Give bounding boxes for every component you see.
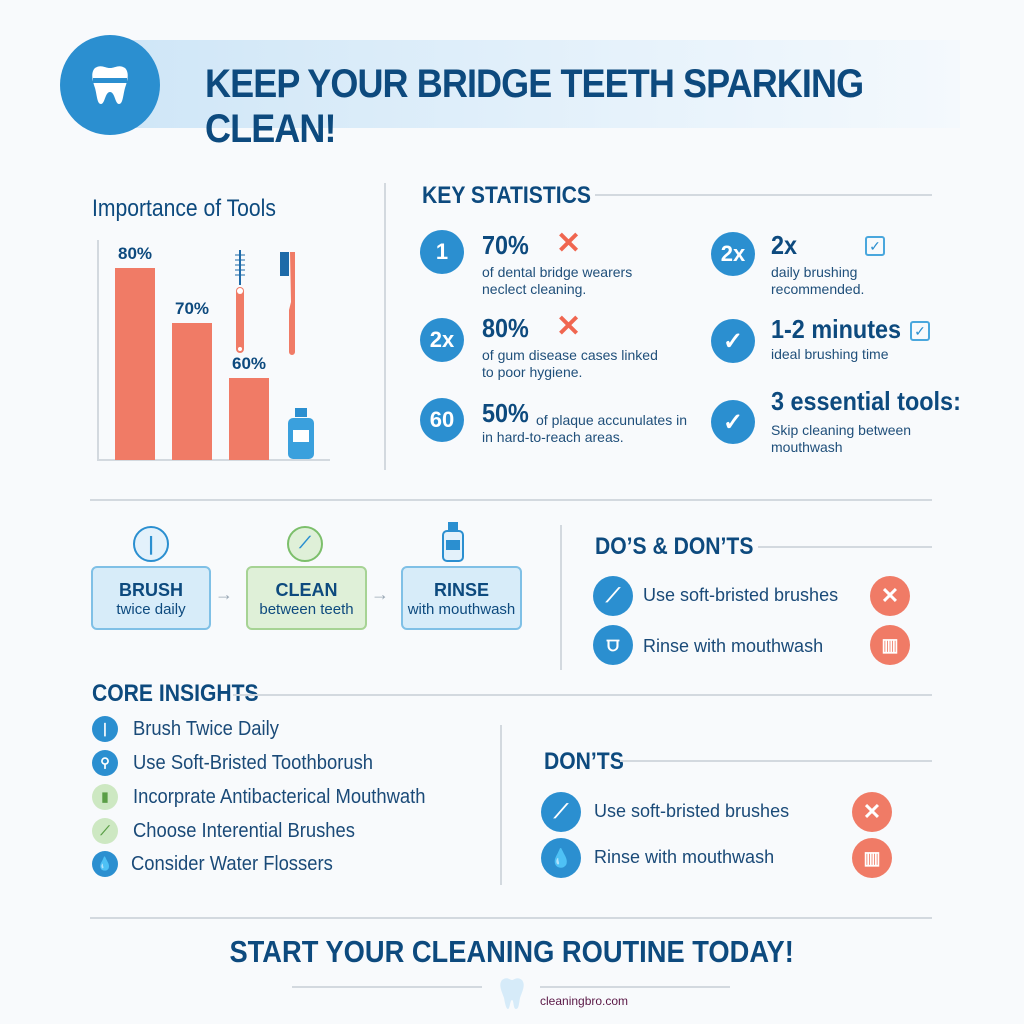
stat-text: ideal brushing time [771, 346, 889, 362]
tools-heading: Importance of Tools [92, 195, 276, 222]
x-icon: ✕ [870, 576, 910, 616]
chart-bar [229, 377, 269, 460]
divider [90, 917, 932, 919]
key-statistics-heading: KEY STATISTICS [422, 182, 591, 209]
dos-item: Rinse with mouthwash [643, 636, 824, 656]
divider [292, 986, 482, 988]
arrow-icon: → [371, 584, 389, 604]
bar-data-label: 80% [117, 243, 153, 263]
donts-item: Use soft-bristed brushes [594, 801, 790, 821]
page-title: KEEP YOUR BRIDGE TEETH SPARKING CLEAN! [205, 62, 864, 151]
mouthwash-icon: ▮ [92, 784, 118, 810]
chart-bar [115, 267, 155, 460]
dos-item: Use soft-bristed brushes [643, 585, 839, 605]
x-icon: ✕ [852, 792, 892, 832]
tooth-icon [92, 66, 128, 104]
dos-donts-heading: DO’S & DON’TS [595, 533, 754, 560]
mouthwash-bottle-icon [442, 522, 464, 562]
divider [560, 525, 562, 670]
stat-value: 1-2 minutes [771, 314, 902, 344]
toothbrush-icon: ⟋ [593, 576, 633, 616]
tooth-icon [500, 978, 524, 1009]
stat-value: 80% [482, 313, 529, 343]
check-icon: ✓ [711, 400, 755, 444]
stat-badge: 2x [711, 232, 755, 276]
stat-text: of dental bridge wearers neclect cleaning… [482, 264, 633, 297]
mouthwash-bottle-icon [288, 408, 314, 459]
header-banner [120, 40, 960, 128]
insight-item: Incorprate Antibacterical Mouthwath [133, 786, 426, 808]
toothbrush-icon: ⟋ [541, 792, 581, 832]
stat-value: 3 essential tools: [771, 386, 961, 416]
interdental-brush-icon: ⟋ [92, 818, 118, 844]
core-insights-heading: CORE INSIGHTS [92, 680, 259, 707]
step-brush: BRUSH twice daily [91, 566, 211, 630]
tooth-logo [60, 35, 160, 135]
x-icon: ✕ [556, 310, 582, 343]
insight-item: Consider Water Flossers [131, 853, 333, 875]
footer-cta-wrap: START YOUR CLEANING ROUTINE TODAY! [0, 934, 1024, 970]
tooth-braces-icon: ⩌ [593, 625, 633, 665]
insight-item: Choose Interential Brushes [133, 820, 355, 842]
divider [620, 760, 932, 762]
toothbrush-icon [280, 252, 295, 355]
chart-bar [172, 322, 212, 460]
insight-item: Use Soft-Bristed Toothborush [133, 752, 374, 774]
divider [384, 183, 386, 470]
divider [595, 194, 932, 196]
watermark: cleaningbro.com [540, 994, 629, 1008]
bar-data-label: 60% [231, 353, 267, 373]
brush-icon: ⚲ [92, 750, 118, 776]
stat-text: Skip cleaning between mouthwash [771, 422, 912, 455]
dental-bridge-icon: ▥ [852, 838, 892, 878]
donts-heading: DON’TS [544, 748, 624, 775]
stat-text: of gum disease cases linked to poor hygie… [482, 347, 658, 380]
chart-x-axis [97, 459, 330, 461]
stat-value: 50% [482, 398, 529, 428]
stat-badge: 1 [420, 230, 464, 274]
toothbrush-icon: ❘ [92, 716, 118, 742]
checkbox-icon: ✓ [865, 236, 885, 256]
divider [90, 499, 932, 501]
divider [540, 986, 730, 988]
stat-text: in hard-to-reach areas. [482, 429, 624, 445]
divider [500, 725, 502, 885]
divider [758, 546, 932, 548]
bar-data-label: 70% [174, 298, 210, 318]
donts-item: Rinse with mouthwash [594, 847, 775, 867]
interdental-brush-icon [235, 250, 245, 353]
toothbrush-icon: ❘ [133, 526, 169, 562]
water-drop-icon: 💧 [92, 851, 118, 877]
checkbox-icon: ✓ [910, 321, 930, 341]
stat-badge: 60 [420, 398, 464, 442]
stat-badge: 2x [420, 318, 464, 362]
chart-y-axis [97, 240, 99, 461]
stat-text: of plaque accunulates in [536, 412, 687, 428]
stat-value: 2x [771, 230, 798, 260]
insight-item: Brush Twice Daily [133, 718, 279, 740]
step-clean: CLEAN between teeth [246, 566, 367, 630]
step-rinse: RINSE with mouthwash [401, 566, 522, 630]
dental-bridge-icon: ▥ [870, 625, 910, 665]
x-icon: ✕ [556, 227, 582, 260]
water-drop-icon: 💧 [541, 838, 581, 878]
divider [233, 694, 932, 696]
check-icon: ✓ [711, 319, 755, 363]
arrow-icon: → [215, 584, 233, 604]
footer-cta: START YOUR CLEANING ROUTINE TODAY! [229, 934, 795, 969]
stat-value: 70% [482, 230, 529, 260]
stat-text: daily brushing recommended. [771, 264, 865, 297]
interdental-brush-icon: ⟋ [287, 526, 323, 562]
